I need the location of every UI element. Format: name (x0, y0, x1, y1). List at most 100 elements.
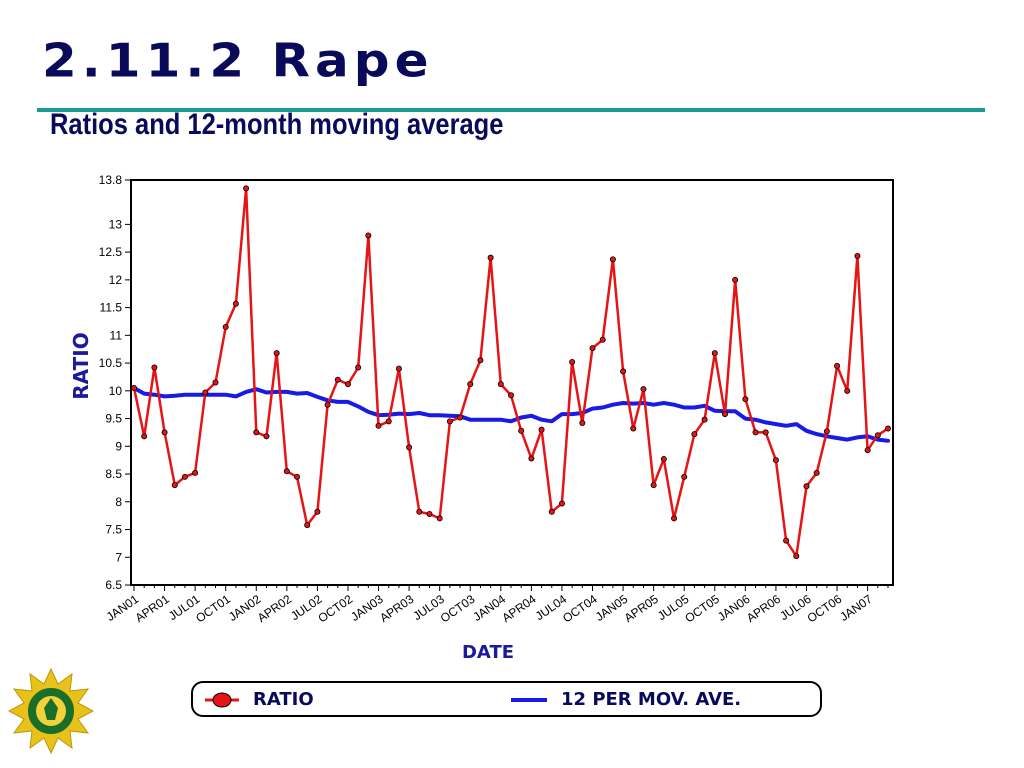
legend-label-moving-average: 12 PER MOV. AVE. (561, 689, 742, 710)
ratio-data-point (273, 350, 280, 357)
ratio-data-point (344, 381, 351, 388)
ratio-data-point (304, 522, 311, 529)
ratio-data-point (487, 254, 494, 261)
ratio-data-point (192, 469, 199, 476)
ratio-data-point (691, 431, 698, 438)
plot-frame (130, 179, 894, 586)
chart-legend: RATIO 12 PER MOV. AVE. (191, 681, 822, 717)
y-tick-label: 7.5 (105, 523, 122, 537)
x-axis: JAN01APR01JUL01OCT01JAN02APR02JUL02OCT02… (104, 585, 889, 626)
ratio-data-point (844, 387, 851, 394)
ratio-data-point (609, 256, 616, 263)
y-axis: 6.5 7 7.5 8 8.5 9 9.5 10 10.5 11 11.5 12 12.5 13 13.8 (99, 173, 131, 592)
ratio-data-point (732, 276, 739, 283)
ratio-data-point (283, 468, 290, 475)
ratio-data-point (721, 411, 728, 418)
ratio-data-point (212, 379, 219, 386)
ratio-data-point (834, 362, 841, 369)
ratio-data-point (783, 537, 790, 544)
y-tick-label: 10.5 (99, 356, 123, 370)
ratio-data-point (864, 447, 871, 454)
y-tick-label: 11.5 (100, 301, 123, 315)
ratio-data-point (762, 429, 769, 436)
ratio-data-point (528, 455, 535, 462)
ratio-data-point (141, 433, 148, 440)
ratio-data-point (426, 510, 433, 517)
x-tick-label: OCT05 (682, 592, 722, 626)
ratio-data-point (151, 364, 158, 371)
ratio-data-point (253, 429, 260, 436)
ratio-data-point (436, 515, 443, 522)
x-tick-label: APR02 (255, 592, 294, 625)
ratio-data-point (171, 482, 178, 489)
ratio-data-point (793, 553, 800, 560)
ratio-data-point (569, 358, 576, 365)
legend-label-ratio: RATIO (253, 689, 314, 710)
ratio-data-point (620, 368, 627, 375)
x-tick-label: OCT02 (315, 592, 355, 626)
ratio-data-point (324, 401, 331, 408)
ratio-data-point (314, 508, 321, 515)
ratio-data-point (334, 376, 341, 383)
slide-subtitle: Ratios and 12-month moving average (50, 108, 504, 141)
ratio-data-point (711, 350, 718, 357)
ratio-data-point (599, 336, 606, 343)
y-tick-label: 13 (109, 217, 123, 231)
ratio-data-point (579, 419, 586, 426)
ratio-data-point (457, 414, 464, 421)
x-tick-label: APR05 (622, 592, 661, 625)
ratio-data-point (660, 456, 667, 463)
y-tick-label: 11 (110, 328, 123, 342)
police-badge-logo (8, 668, 94, 754)
slide-title: 2.11.2 Rape (42, 34, 434, 88)
y-tick-label: 9.5 (105, 412, 122, 426)
ratio-data-point (752, 429, 759, 436)
ratio-data-point (385, 418, 392, 425)
ratio-data-point (395, 365, 402, 372)
ratio-data-point (874, 432, 881, 439)
y-tick-label: 10 (109, 384, 123, 398)
ratio-data-point (701, 416, 708, 423)
ratio-data-point (507, 392, 514, 399)
ratio-data-point (365, 232, 372, 239)
moving-average-series (132, 386, 890, 443)
ratio-data-point (518, 427, 525, 434)
ratio-data-point (243, 185, 250, 192)
ratio-data-point (640, 386, 647, 393)
ratio-data-point (222, 324, 229, 331)
ratio-data-point (823, 428, 830, 435)
moving-average-legend-line (511, 698, 547, 702)
ratio-data-point (558, 500, 565, 507)
ratio-data-point (589, 345, 596, 352)
ratio-data-point (294, 473, 301, 480)
ratio-line-chart: 6.577.588.599.51010.51111.51212.51313.8 … (69, 173, 894, 663)
x-axis-title: DATE (462, 642, 514, 663)
ratio-data-point (232, 300, 239, 307)
ratio-data-point (803, 483, 810, 490)
ratio-data-point (202, 389, 209, 396)
ratio-data-point (181, 473, 188, 480)
title-divider (37, 108, 985, 112)
x-tick-label: OCT06 (805, 592, 845, 626)
ratio-data-point (130, 385, 137, 392)
y-tick-label: 13.8 (99, 173, 123, 187)
ratio-data-point (406, 444, 413, 451)
ratio-data-point (813, 469, 820, 476)
y-tick-label: 12 (109, 273, 123, 287)
x-tick-label: APR04 (499, 592, 538, 625)
moving-average-line (132, 386, 890, 443)
ratio-data-point (630, 425, 637, 432)
ratio-data-point (161, 429, 168, 436)
y-axis-title: RATIO (69, 332, 93, 399)
ratio-series (130, 185, 892, 560)
x-tick-label: OCT04 (560, 592, 600, 626)
y-tick-label: 7 (115, 550, 122, 564)
ratio-data-point (885, 425, 892, 432)
x-tick-label: JAN07 (837, 592, 875, 624)
ratio-data-point (671, 515, 678, 522)
ratio-line (132, 187, 889, 558)
x-tick-label: OCT01 (193, 592, 233, 626)
ratio-data-point (263, 433, 270, 440)
ratio-data-point (477, 357, 484, 364)
ratio-data-point (497, 381, 504, 388)
